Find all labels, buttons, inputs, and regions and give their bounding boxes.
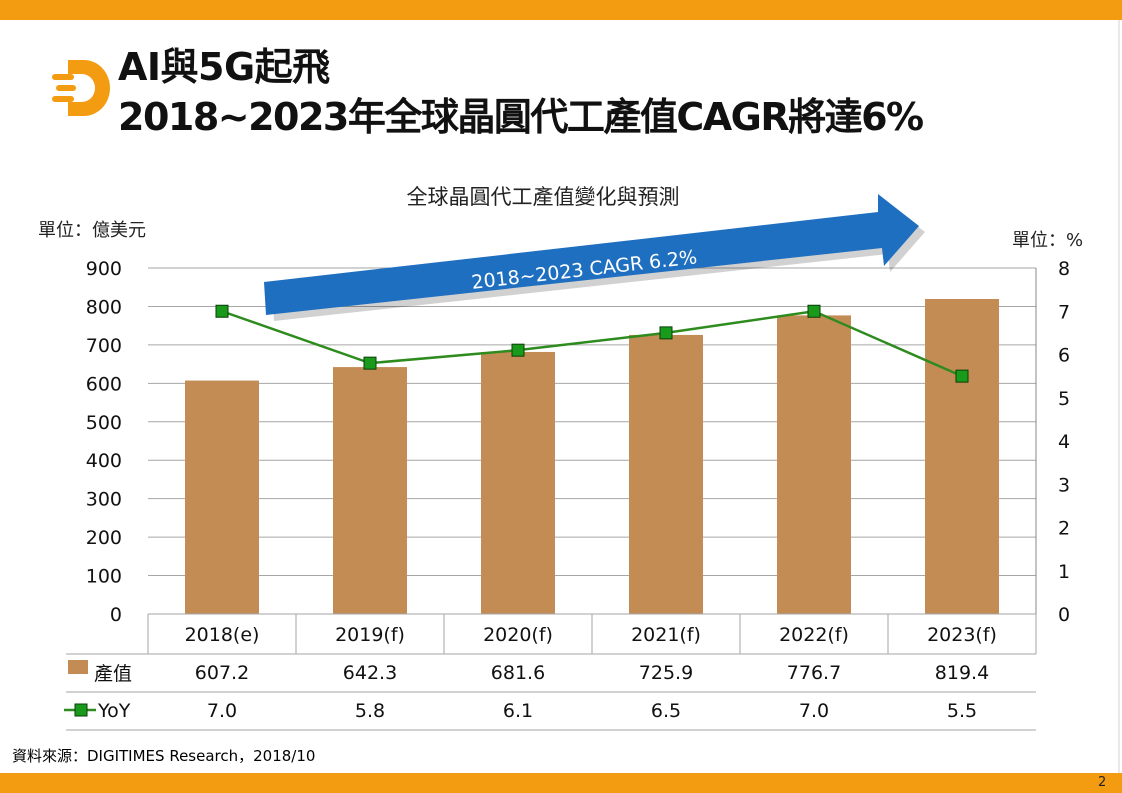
x-tick-label: 2023(f) [927,624,997,646]
d-logo-icon [52,60,110,116]
bar-value-label: 776.7 [787,662,841,684]
yoy-marker-2023(f) [955,369,969,383]
bar-value-label: 819.4 [935,662,989,684]
y-left-tick-label: 900 [86,258,122,280]
bar-2020(f) [481,351,555,614]
y-right-tick-label: 3 [1058,474,1070,496]
y-left-tick-label: 200 [86,527,122,549]
yoy-marker-2021(f) [659,326,673,340]
y-right-tick-label: 0 [1058,604,1070,626]
y-left-tick-label: 400 [86,450,122,472]
y-right-tick-label: 5 [1058,388,1070,410]
slide-title-line1: AI與5G起飛 [118,45,330,89]
yoy-marker-2018(e) [215,304,229,318]
legend-label-bar: 產值 [94,663,132,685]
y-right-tick-label: 1 [1058,561,1070,583]
x-tick-label: 2020(f) [483,624,553,646]
page-number: 2 [1098,775,1107,790]
legend-label-yoy: YoY [97,700,131,722]
x-tick-label: 2022(f) [779,624,849,646]
y-axis-right-label: 單位：% [1012,230,1083,251]
cagr-arrow: 2018~2023 CAGR 6.2% [264,194,925,321]
x-tick-label: 2021(f) [631,624,701,646]
right-frame-line [1118,20,1120,773]
slide-title-line2: 2018~2023年全球晶圓代工產值CAGR將達6% [118,95,924,139]
y-left-tick-label: 800 [86,296,122,318]
legend-swatch-bar [68,660,88,674]
y-left-tick-label: 500 [86,412,122,434]
source-note: 資料來源：DIGITIMES Research，2018/10 [12,747,316,765]
y-right-tick-label: 2 [1058,518,1070,540]
chart-title: 全球晶圓代工產值變化與預測 [407,185,680,209]
bar-value-label: 681.6 [491,662,545,684]
y-right-tick-label: 4 [1058,431,1070,453]
yoy-value-label: 7.0 [799,700,829,722]
y-left-tick-label: 700 [86,335,122,357]
bar-2018(e) [185,380,259,614]
yoy-value-label: 5.5 [947,700,977,722]
yoy-value-label: 6.5 [651,700,681,722]
legend-marker-yoy [74,703,88,717]
y-left-tick-label: 100 [86,566,122,588]
y-right-tick-label: 8 [1058,258,1070,280]
bar-value-label: 642.3 [343,662,397,684]
yoy-marker-2020(f) [511,343,525,357]
yoy-value-label: 7.0 [207,700,237,722]
y-left-tick-label: 0 [110,604,122,626]
x-tick-label: 2018(e) [185,624,260,646]
bar-value-label: 725.9 [639,662,693,684]
x-tick-label: 2019(f) [335,624,405,646]
bar-2019(f) [333,367,407,614]
yoy-marker-2019(f) [363,356,377,370]
y-left-tick-label: 300 [86,489,122,511]
top-accent-bar [0,0,1122,20]
bar-2022(f) [777,315,851,614]
yoy-value-label: 6.1 [503,700,533,722]
y-left-tick-label: 600 [86,373,122,395]
bar-value-label: 607.2 [195,662,249,684]
bar-2021(f) [629,334,703,614]
bar-2023(f) [925,298,999,614]
y-axis-left-label: 單位：億美元 [38,220,146,241]
yoy-marker-2022(f) [807,304,821,318]
y-right-tick-label: 7 [1058,301,1070,323]
y-right-tick-label: 6 [1058,345,1070,367]
yoy-value-label: 5.8 [355,700,385,722]
yoy-line [221,309,963,378]
bottom-accent-bar [0,773,1122,793]
